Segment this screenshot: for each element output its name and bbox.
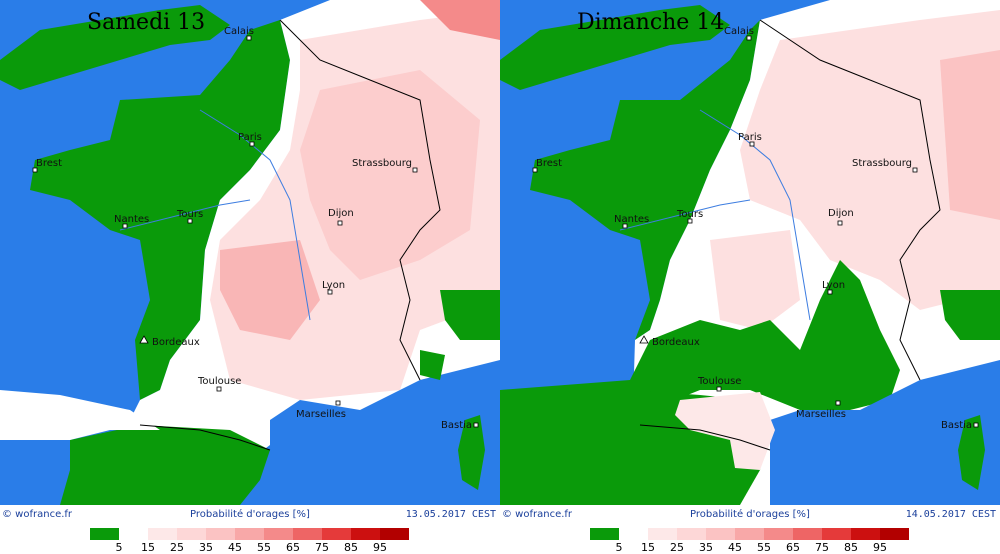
legend-swatch <box>677 528 706 540</box>
legend-swatch <box>322 528 351 540</box>
map-panel-saturday: Calais Paris Brest Strassbourg Nantes To… <box>0 0 500 554</box>
legend-swatch <box>735 528 764 540</box>
city-label: Marseilles <box>796 409 846 420</box>
legend-tick: 5 <box>115 541 123 554</box>
legend-ticks: 5 15 25 35 45 55 65 75 85 95 <box>90 541 410 554</box>
map-caption: Probabilité d'orages [%] <box>690 509 810 520</box>
city-label: Brest <box>536 158 562 169</box>
legend-swatch <box>648 528 677 540</box>
legend-swatch <box>619 528 648 540</box>
legend-tick: 25 <box>170 541 184 554</box>
legend-tick: 25 <box>670 541 684 554</box>
legend-color-bar <box>90 528 409 540</box>
legend-tick: 85 <box>844 541 858 554</box>
map-sunday: Calais Paris Brest Strassbourg Nantes To… <box>500 0 1000 505</box>
legend-swatch <box>851 528 880 540</box>
legend-tick: 55 <box>257 541 271 554</box>
city-label: Dijon <box>828 208 854 219</box>
city-label: Paris <box>238 132 262 143</box>
map-caption: Probabilité d'orages [%] <box>190 509 310 520</box>
legend-tick: 95 <box>873 541 887 554</box>
city-label: Tours <box>676 209 703 220</box>
city-label: Strassbourg <box>352 158 412 169</box>
city-label: Toulouse <box>697 376 741 387</box>
source-credit: © wofrance.fr <box>502 509 573 520</box>
legend-swatch <box>706 528 735 540</box>
legend-swatch <box>177 528 206 540</box>
map-saturday: Calais Paris Brest Strassbourg Nantes To… <box>0 0 500 505</box>
city-label: Paris <box>738 132 762 143</box>
city-label: Strassbourg <box>852 158 912 169</box>
legend-tick: 5 <box>615 541 623 554</box>
city-label: Calais <box>224 26 254 37</box>
legend-swatch <box>119 528 148 540</box>
legend-tick: 35 <box>699 541 713 554</box>
legend-swatch <box>380 528 409 540</box>
city-label: Dijon <box>328 208 354 219</box>
map-title: Samedi 13 <box>87 10 206 35</box>
legend-ticks: 5 15 25 35 45 55 65 75 85 95 <box>590 541 910 554</box>
map-footer: © wofrance.fr Probabilité d'orages [%] 1… <box>500 505 1000 521</box>
legend-tick: 35 <box>199 541 213 554</box>
map-date: 14.05.2017 CEST <box>905 509 996 520</box>
legend-tick: 85 <box>344 541 358 554</box>
map-title: Dimanche 14 <box>577 10 725 35</box>
legend-swatch <box>206 528 235 540</box>
legend-tick: 75 <box>315 541 329 554</box>
city-label: Lyon <box>322 280 345 291</box>
city-label: Nantes <box>614 214 649 225</box>
city-label: Calais <box>724 26 754 37</box>
legend-swatch <box>351 528 380 540</box>
map-date: 13.05.2017 CEST <box>405 509 496 520</box>
legend-swatch <box>148 528 177 540</box>
city-label: Lyon <box>822 280 845 291</box>
legend-color-bar <box>590 528 909 540</box>
legend-tick: 95 <box>373 541 387 554</box>
city-label: Bastia <box>941 420 972 431</box>
legend-swatch <box>90 528 119 540</box>
city-label: Toulouse <box>197 376 241 387</box>
map-panel-sunday: Calais Paris Brest Strassbourg Nantes To… <box>500 0 1000 554</box>
legend-tick: 65 <box>286 541 300 554</box>
legend-tick: 45 <box>728 541 742 554</box>
city-label: Nantes <box>114 214 149 225</box>
legend-tick: 55 <box>757 541 771 554</box>
legend-swatch <box>880 528 909 540</box>
legend-tick: 75 <box>815 541 829 554</box>
source-credit: © wofrance.fr <box>2 509 73 520</box>
city-label: Marseilles <box>296 409 346 420</box>
city-label: Bordeaux <box>152 337 200 348</box>
legend-tick: 15 <box>641 541 655 554</box>
legend-swatch <box>264 528 293 540</box>
map-footer: © wofrance.fr Probabilité d'orages [%] 1… <box>0 505 500 521</box>
legend-tick: 65 <box>786 541 800 554</box>
legend-swatch <box>764 528 793 540</box>
legend-swatch <box>293 528 322 540</box>
legend-swatch <box>590 528 619 540</box>
city-label: Tours <box>176 209 203 220</box>
city-label: Bordeaux <box>652 337 700 348</box>
city-label: Brest <box>36 158 62 169</box>
legend-tick: 15 <box>141 541 155 554</box>
legend-swatch <box>822 528 851 540</box>
city-label: Bastia <box>441 420 472 431</box>
legend-swatch <box>793 528 822 540</box>
legend-swatch <box>235 528 264 540</box>
legend-tick: 45 <box>228 541 242 554</box>
